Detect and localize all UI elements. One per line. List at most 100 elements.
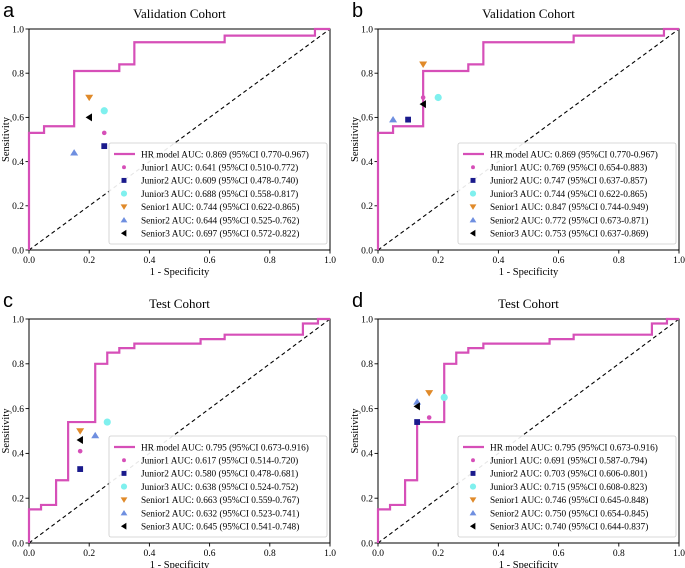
y-tick-label: 0.4 [12,450,24,460]
y-tick-label: 0.4 [12,158,24,168]
x-tick-label: 0.4 [143,256,155,266]
y-tick-label: 0.2 [361,495,373,505]
y-tick-label: 0.0 [12,246,24,256]
senior1-point [419,61,428,68]
panel-title: Test Cohort [149,296,210,311]
y-tick-label: 0.6 [12,114,24,124]
senior3-point [419,100,426,109]
legend-marker-junior1 [471,165,475,170]
legend-label-senior3: Senior3 AUC: 0.740 (95%CI 0.644-0.837) [490,522,648,533]
legend-box [457,435,677,538]
legend-label-junior1: Junior1 AUC: 0.691 (95%CI 0.587-0.794) [490,456,647,467]
hr-model-roc-line [376,27,679,250]
x-tick-label: 0.8 [264,549,276,559]
legend-label-junior2: Junior2 AUC: 0.703 (95%CI 0.606-0.801) [490,469,647,480]
junior2-point [101,143,108,150]
legend-marker-junior1 [471,458,475,463]
junior3-point [100,107,108,115]
legend-marker-junior2 [121,470,127,476]
x-tick-label: 1.0 [673,549,685,559]
x-tick-label: 0.4 [492,549,504,559]
x-tick-label: 0.0 [372,256,384,266]
junior1-point [420,95,426,100]
x-axis-label: 1 - Specificity [150,267,210,278]
senior1-point [425,390,434,397]
y-tick-label: 0.2 [12,202,24,212]
senior2-point [389,116,398,123]
legend-label-senior3: Senior3 AUC: 0.697 (95%CI 0.572-0.822) [141,229,299,240]
legend-label-senior1: Senior1 AUC: 0.746 (95%CI 0.645-0.848) [490,495,648,506]
x-tick-label: 0.0 [23,256,35,266]
legend: HR model AUC: 0.795 (95%CI 0.673-0.916) J… [457,435,677,538]
legend-marker-junior1 [122,458,126,463]
junior3-point [440,393,448,401]
axes-frame [377,318,680,544]
junior1-point [77,448,83,454]
y-tick-label: 0.0 [361,246,373,256]
legend-label-senior2: Senior2 AUC: 0.644 (95%CI 0.525-0.762) [141,215,299,226]
hr-model-roc-line [27,317,330,543]
legend-label-junior2: Junior2 AUC: 0.580 (95%CI 0.478-0.681) [141,469,298,480]
senior2-point [70,149,79,156]
legend-marker-senior2 [120,509,128,516]
y-tick-label: 0.8 [361,70,373,80]
y-tick-label: 0.4 [361,450,373,460]
axes-frame [28,318,331,544]
y-axis-label: Sensitivity [350,408,361,454]
legend-label-hr: HR model AUC: 0.795 (95%CI 0.673-0.916) [490,442,658,453]
legend-box [457,142,677,245]
legend-label-junior1: Junior1 AUC: 0.617 (95%CI 0.514-0.720) [141,456,298,467]
x-tick-label: 0.4 [143,549,155,559]
x-axis-label: 1 - Specificity [499,267,559,278]
junior2-point [405,116,411,123]
senior1-point [85,94,94,102]
x-axis-label: 1 - Specificity [150,560,210,568]
junior1-point [101,130,107,136]
y-tick-label: 1.0 [361,25,373,35]
x-tick-label: 0.2 [432,256,444,266]
x-tick-label: 0.0 [372,549,384,559]
legend-label-junior2: Junior2 AUC: 0.609 (95%CI 0.478-0.740) [141,176,298,187]
legend-marker-junior3 [469,190,477,197]
x-tick-label: 0.8 [264,256,276,266]
y-tick-label: 0.6 [361,114,373,124]
y-axis-label: Sensitivity [1,116,12,162]
legend-marker-junior1 [122,165,126,170]
senior2-point [91,431,100,439]
y-tick-label: 0.6 [12,405,24,415]
senior3-point [85,113,92,122]
legend-marker-senior3 [120,229,127,237]
x-tick-label: 1.0 [324,549,336,559]
y-tick-label: 1.0 [12,25,24,35]
panel-letter: d [352,290,363,312]
legend-label-senior3: Senior3 AUC: 0.645 (95%CI 0.541-0.748) [141,522,299,533]
y-axis-label: Sensitivity [350,116,361,162]
panel-title: Validation Cohort [482,6,575,21]
x-tick-label: 0.6 [553,549,565,559]
legend-label-junior1: Junior1 AUC: 0.769 (95%CI 0.654-0.883) [490,163,647,174]
x-tick-label: 1.0 [324,256,336,266]
legend-marker-junior3 [120,190,128,197]
legend-label-junior1: Junior1 AUC: 0.641 (95%CI 0.510-0.772) [141,163,298,174]
junior2-point [77,466,84,472]
junior1-point [426,415,432,420]
legend-label-hr: HR model AUC: 0.795 (95%CI 0.673-0.916) [141,442,309,453]
legend-label-senior3: Senior3 AUC: 0.753 (95%CI 0.637-0.869) [490,229,648,240]
legend-label-junior3: Junior3 AUC: 0.715 (95%CI 0.608-0.823) [490,482,647,493]
panel-title: Test Cohort [498,296,559,311]
panel-d: d Test Cohort 0.0 0.2 0.4 0.6 0.8 1.0 0.0 0.2 0.4 0… [350,290,685,568]
legend-marker-junior2 [470,470,476,476]
legend-label-senior2: Senior2 AUC: 0.750 (95%CI 0.654-0.845) [490,508,648,519]
panel-letter: a [3,0,15,22]
legend-marker-senior3 [469,522,476,530]
legend-label-junior3: Junior3 AUC: 0.744 (95%CI 0.622-0.865) [490,189,647,200]
legend-marker-senior3 [469,229,476,237]
y-tick-label: 0.0 [361,539,373,549]
panel-a: a Validation Cohort 0.0 0.2 0.4 0.6 0.8 1.0 0.0 0… [1,0,336,278]
hr-model-roc-line [376,317,679,543]
junior2-point [414,419,421,425]
legend-marker-junior2 [121,177,127,183]
legend-label-junior3: Junior3 AUC: 0.638 (95%CI 0.524-0.752) [141,482,298,493]
legend-marker-junior3 [469,483,477,490]
